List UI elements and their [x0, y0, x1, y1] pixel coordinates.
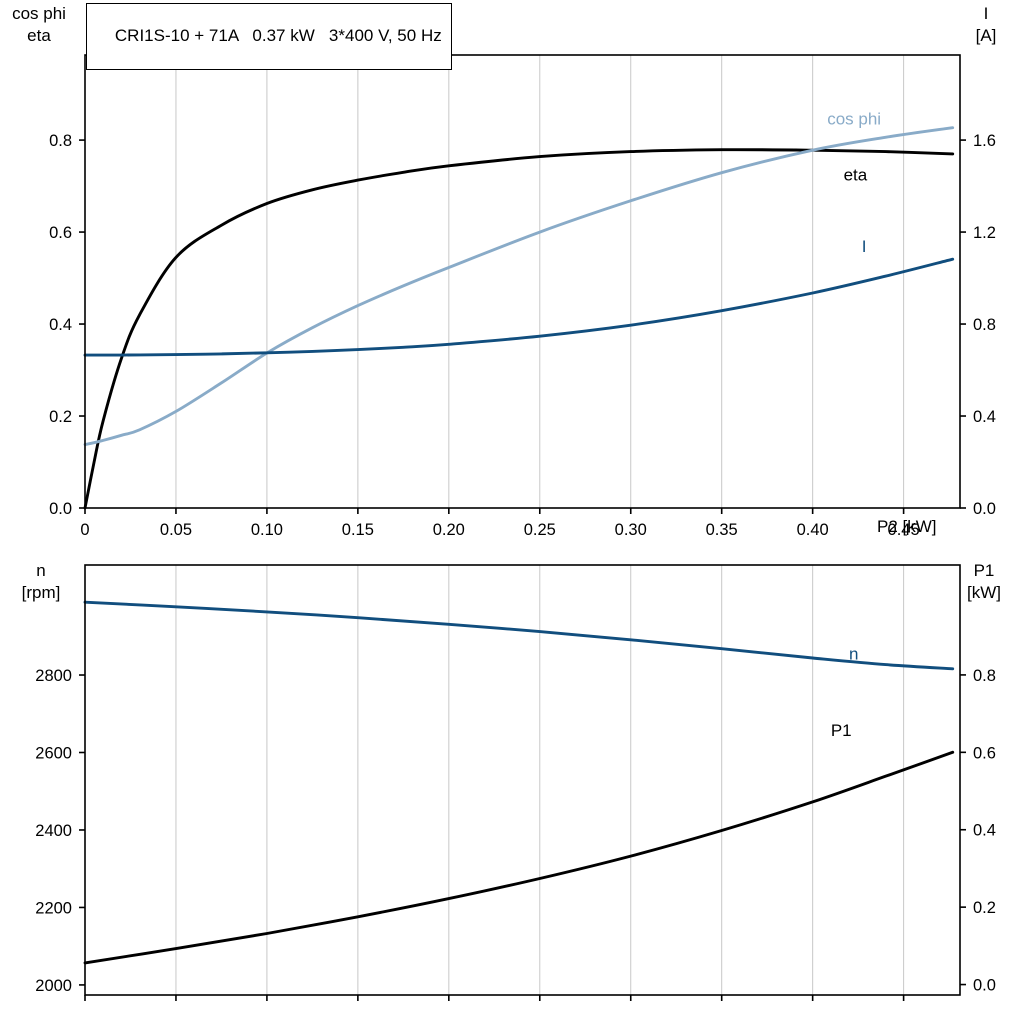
- svg-text:0.40: 0.40: [797, 521, 829, 539]
- svg-text:2800: 2800: [35, 667, 72, 685]
- svg-text:0.4: 0.4: [973, 822, 996, 840]
- svg-text:0.8: 0.8: [49, 132, 72, 150]
- svg-text:2400: 2400: [35, 822, 72, 840]
- chart-title-box: CRI1S-10 + 71A 0.37 kW 3*400 V, 50 Hz: [86, 3, 452, 70]
- svg-text:0.05: 0.05: [160, 521, 192, 539]
- svg-text:1.6: 1.6: [973, 132, 996, 150]
- x-axis-label-p2: P2 [kW]: [877, 517, 937, 536]
- svg-text:0.25: 0.25: [524, 521, 556, 539]
- svg-text:0.0: 0.0: [973, 977, 996, 995]
- svg-text:0.35: 0.35: [706, 521, 738, 539]
- svg-text:0.15: 0.15: [342, 521, 374, 539]
- svg-text:0.45: 0.45: [888, 521, 920, 539]
- svg-text:0.30: 0.30: [615, 521, 647, 539]
- svg-text:0.2: 0.2: [49, 408, 72, 426]
- svg-text:eta: eta: [844, 166, 868, 185]
- svg-text:2600: 2600: [35, 744, 72, 762]
- svg-text:0.0: 0.0: [973, 500, 996, 518]
- svg-text:0.0: 0.0: [49, 500, 72, 518]
- svg-text:0.10: 0.10: [251, 521, 283, 539]
- svg-text:I: I: [862, 237, 867, 256]
- svg-text:0: 0: [80, 521, 89, 539]
- top-left-axis-label-cos-phi: cos phi: [12, 4, 66, 23]
- svg-text:n: n: [849, 644, 858, 663]
- bottom-left-axis-label-rpm-unit: [rpm]: [21, 583, 61, 602]
- bottom-right-axis-label-p1: P1: [973, 561, 995, 580]
- svg-text:0.8: 0.8: [973, 667, 996, 685]
- svg-text:cos phi: cos phi: [827, 109, 881, 128]
- svg-text:2200: 2200: [35, 899, 72, 917]
- svg-text:0.20: 0.20: [433, 521, 465, 539]
- svg-text:1.2: 1.2: [973, 224, 996, 242]
- svg-text:P1: P1: [831, 721, 852, 740]
- svg-text:0.4: 0.4: [49, 316, 72, 334]
- bottom-left-axis-label-speed: n: [36, 561, 46, 580]
- svg-text:0.6: 0.6: [973, 744, 996, 762]
- svg-text:0.6: 0.6: [49, 224, 72, 242]
- bottom-right-axis-label-kw-unit: [kW]: [967, 583, 1001, 602]
- svg-text:0.8: 0.8: [973, 316, 996, 334]
- svg-text:2000: 2000: [35, 977, 72, 995]
- top-right-axis-label-current: I: [983, 4, 989, 23]
- svg-text:0.2: 0.2: [973, 899, 996, 917]
- svg-text:0.4: 0.4: [973, 408, 996, 426]
- top-right-axis-label-ampere-unit: [A]: [975, 26, 997, 45]
- chart-title: CRI1S-10 + 71A 0.37 kW 3*400 V, 50 Hz: [114, 26, 442, 45]
- top-left-axis-label-eta: eta: [27, 26, 51, 45]
